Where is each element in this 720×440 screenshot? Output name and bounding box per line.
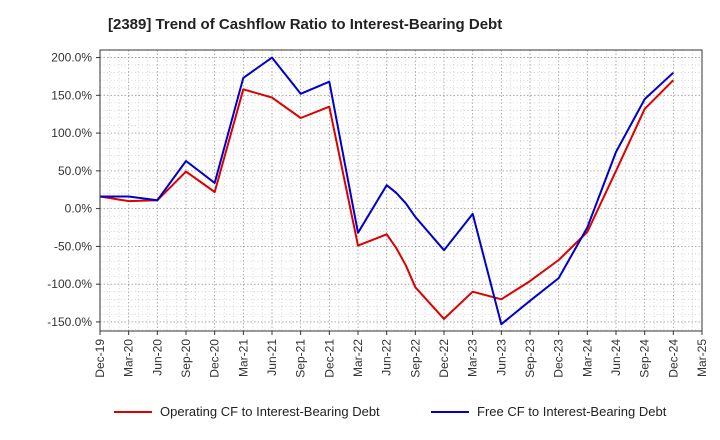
plot-border xyxy=(99,49,703,332)
legend-item-operating-cf: Operating CF to Interest-Bearing Debt xyxy=(114,404,380,419)
x-tick-label: Sep-22 xyxy=(408,339,422,378)
x-tick-label: Jun-24 xyxy=(609,339,623,376)
y-tick-label: 200.0% xyxy=(51,51,92,65)
x-tick-label: Sep-21 xyxy=(294,339,308,378)
x-tick-label: Jun-20 xyxy=(150,339,164,376)
x-tick-label: Mar-25 xyxy=(695,339,709,377)
y-tick-label: 50.0% xyxy=(58,164,92,178)
x-tick-label: Sep-24 xyxy=(638,339,652,378)
x-tick-label: Mar-20 xyxy=(122,339,136,377)
x-tick-label: Mar-22 xyxy=(351,339,365,377)
x-tick-label: Dec-19 xyxy=(93,339,107,378)
x-tick-label: Jun-23 xyxy=(494,339,508,376)
x-tick-label: Mar-21 xyxy=(236,339,250,377)
y-tick-label: 100.0% xyxy=(51,126,92,140)
legend-item-free-cf: Free CF to Interest-Bearing Debt xyxy=(431,404,666,419)
y-tick-label: 0.0% xyxy=(65,202,93,216)
x-tick-label: Sep-23 xyxy=(523,339,537,378)
plot-area xyxy=(100,50,702,331)
series-line-operating-cf xyxy=(99,79,675,320)
legend-swatch-free-cf xyxy=(431,410,469,413)
y-tick-label: -150.0% xyxy=(47,315,92,329)
x-tick-label: Jun-21 xyxy=(265,339,279,376)
x-tick-label: Dec-21 xyxy=(322,339,336,378)
x-tick-label: Sep-20 xyxy=(179,339,193,378)
legend-label-free-cf: Free CF to Interest-Bearing Debt xyxy=(477,404,667,419)
chart-legend: Operating CF to Interest-Bearing Debt Fr… xyxy=(0,404,720,426)
y-tick-label: 150.0% xyxy=(51,88,92,102)
legend-label-operating-cf: Operating CF to Interest-Bearing Debt xyxy=(160,404,380,419)
y-tick-label: -50.0% xyxy=(54,239,92,253)
x-tick-label: Jun-22 xyxy=(380,339,394,376)
x-tick-label: Dec-22 xyxy=(437,339,451,378)
x-tick-label: Dec-20 xyxy=(208,339,222,378)
x-tick-label: Dec-24 xyxy=(666,339,680,378)
x-tick-label: Dec-23 xyxy=(552,339,566,378)
y-tick-label: -100.0% xyxy=(47,277,92,291)
x-tick-label: Mar-24 xyxy=(580,339,594,377)
legend-swatch-operating-cf xyxy=(114,410,152,413)
series-line-free-cf xyxy=(100,56,674,326)
chart-title: [2389] Trend of Cashflow Ratio to Intere… xyxy=(108,16,503,33)
x-tick-label: Mar-23 xyxy=(466,339,480,377)
